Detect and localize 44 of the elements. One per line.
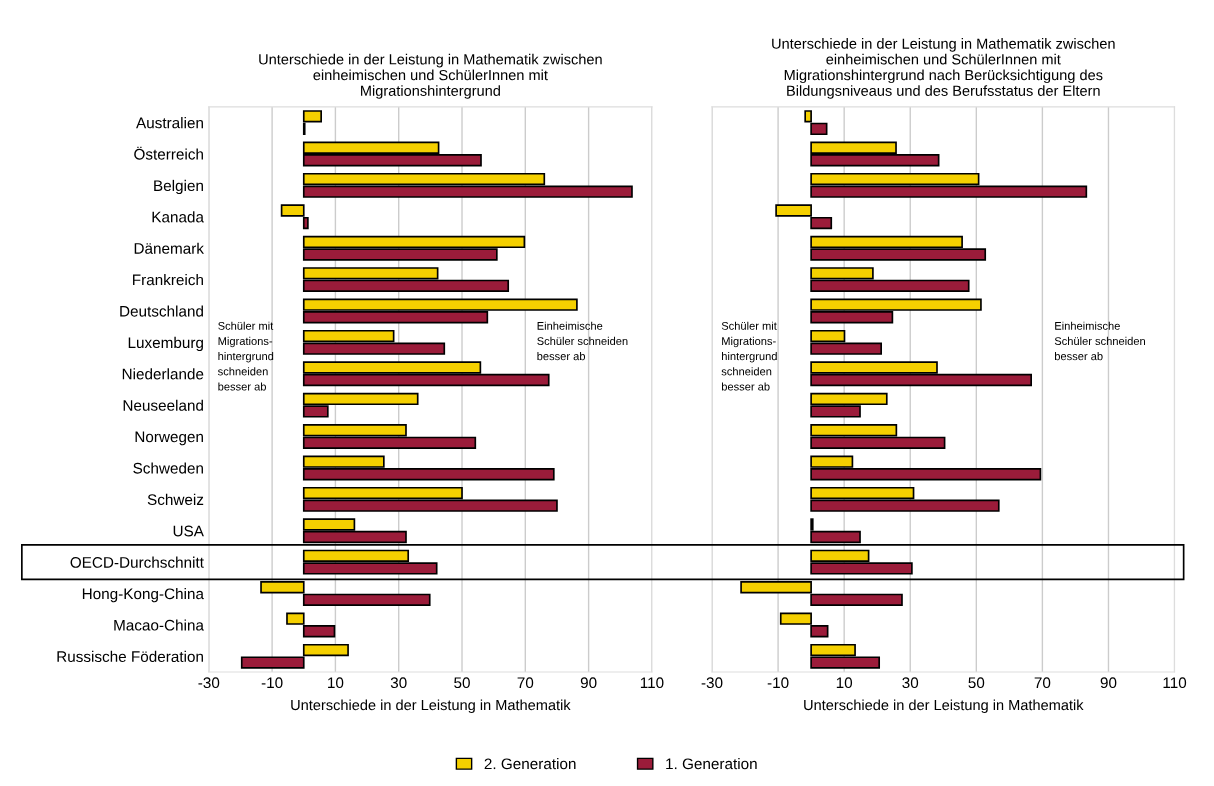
y-tick-label: Niederlande [122,368,204,380]
x-axis-title: Unterschiede in der Leistung in Mathematik [804,699,1084,714]
x-tick-label: 30 [390,677,407,689]
x-tick-label: 90 [1100,677,1117,689]
y-tick-label: Luxemburg [128,336,203,352]
y-tick-label: Russische Föderation [57,650,203,663]
y-tick-label: Frankreich [133,274,203,286]
x-tick-label: -10 [261,677,283,689]
x-tick-label: 50 [454,677,470,689]
y-tick-label: Belgien [154,179,203,195]
legend-label: 2. Generation [484,758,576,770]
x-tick-label: 50 [968,677,985,689]
annotation: Schüler mit Migrations- hintergrund schneiden besser ab [217,321,274,391]
y-tick-label: Schweden [133,462,203,474]
y-tick-label: Deutschland [120,305,203,317]
annotation: Einheimische Schüler schneiden besser ab [537,321,628,361]
x-tick-label: -30 [198,677,220,689]
x-tick-label: 110 [640,677,664,689]
y-tick-label: Kanada [152,211,204,223]
annotation: Schüler mit Migrations- hintergrund schneiden besser ab [721,321,777,391]
x-tick-label: 10 [836,677,853,689]
y-tick-label: Schweiz [147,493,204,506]
y-tick-label: Norwegen [135,431,203,446]
y-tick-label: OECD-Durchschnitt [70,556,204,568]
x-tick-label: 90 [580,677,597,689]
annotation: Einheimische Schüler schneiden besser ab [1054,321,1145,361]
y-tick-label: Australien [136,117,203,129]
y-tick-label: Macao-China [114,619,204,631]
chart-title: Unterschiede in der Leistung in Mathematik zwischen einheimischen und SchülerInnen mit Migrationshintergrund [259,53,602,99]
x-tick-label: 110 [1163,677,1187,689]
x-tick-label: -10 [767,677,789,689]
x-tick-label: 10 [328,677,344,689]
x-tick-label: -30 [701,677,723,689]
y-tick-label: Dänemark [134,242,204,254]
x-axis-title: Unterschiede in der Leistung in Mathematik [291,699,571,714]
chart-title: Unterschiede in der Leistung in Mathematik zwischen einheimischen und SchülerInnen mit Migrationshintergrund nach Berücksichtigung des Bildungsniveaus und des Berufsstatus der Eltern [772,38,1115,99]
x-tick-label: 70 [1034,677,1051,689]
y-tick-label: Neuseeland [123,399,203,411]
y-tick-label: USA [173,525,204,537]
x-tick-label: 70 [517,677,534,689]
x-tick-label: 30 [902,677,919,689]
legend-label: 1. Generation [666,758,757,770]
y-tick-label: Hong-Kong-China [82,588,204,603]
y-tick-label: Österreich [134,146,203,160]
